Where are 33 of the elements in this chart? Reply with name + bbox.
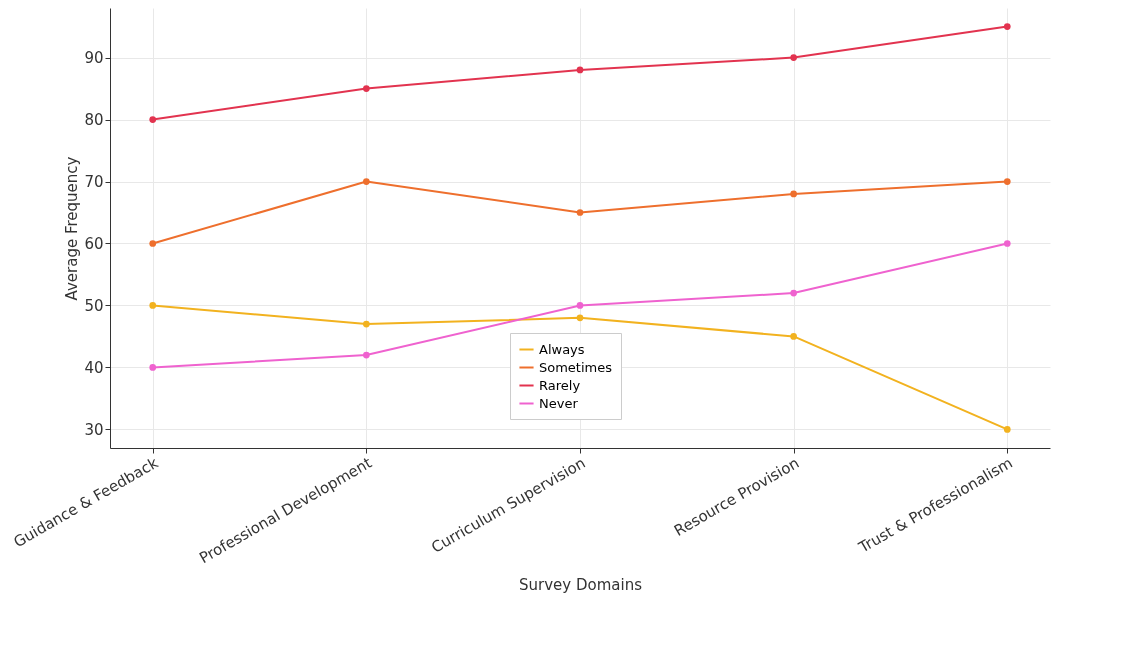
y-tick-label: 30 [84, 420, 104, 439]
x-axis-title: Survey Domains [519, 576, 643, 595]
point [363, 178, 370, 185]
point [1003, 426, 1011, 433]
point [576, 302, 584, 309]
y-tick-label: 50 [84, 296, 104, 315]
y-axis-title: Average Frequency [63, 156, 82, 301]
point [363, 320, 370, 328]
point [790, 190, 797, 198]
y-tick-label: 80 [84, 111, 104, 130]
legend-label: Never [539, 395, 579, 411]
point [1003, 240, 1011, 247]
legend-label: Always [539, 341, 585, 357]
point [363, 351, 370, 359]
y-tick-label: 40 [84, 358, 104, 377]
point [363, 85, 370, 92]
point [576, 66, 584, 74]
point [790, 333, 797, 340]
point [149, 364, 157, 371]
point [576, 209, 584, 216]
point [149, 116, 157, 123]
point [149, 302, 157, 309]
point [149, 240, 157, 247]
point [576, 314, 584, 322]
point [790, 289, 797, 297]
point [1003, 178, 1011, 185]
y-tick-label: 90 [84, 49, 104, 68]
legend-label: Rarely [539, 377, 581, 393]
point [1003, 23, 1011, 30]
point [790, 54, 797, 61]
y-tick-label: 70 [84, 173, 104, 192]
legend-label: Sometimes [539, 359, 613, 375]
y-tick-label: 60 [84, 234, 104, 253]
